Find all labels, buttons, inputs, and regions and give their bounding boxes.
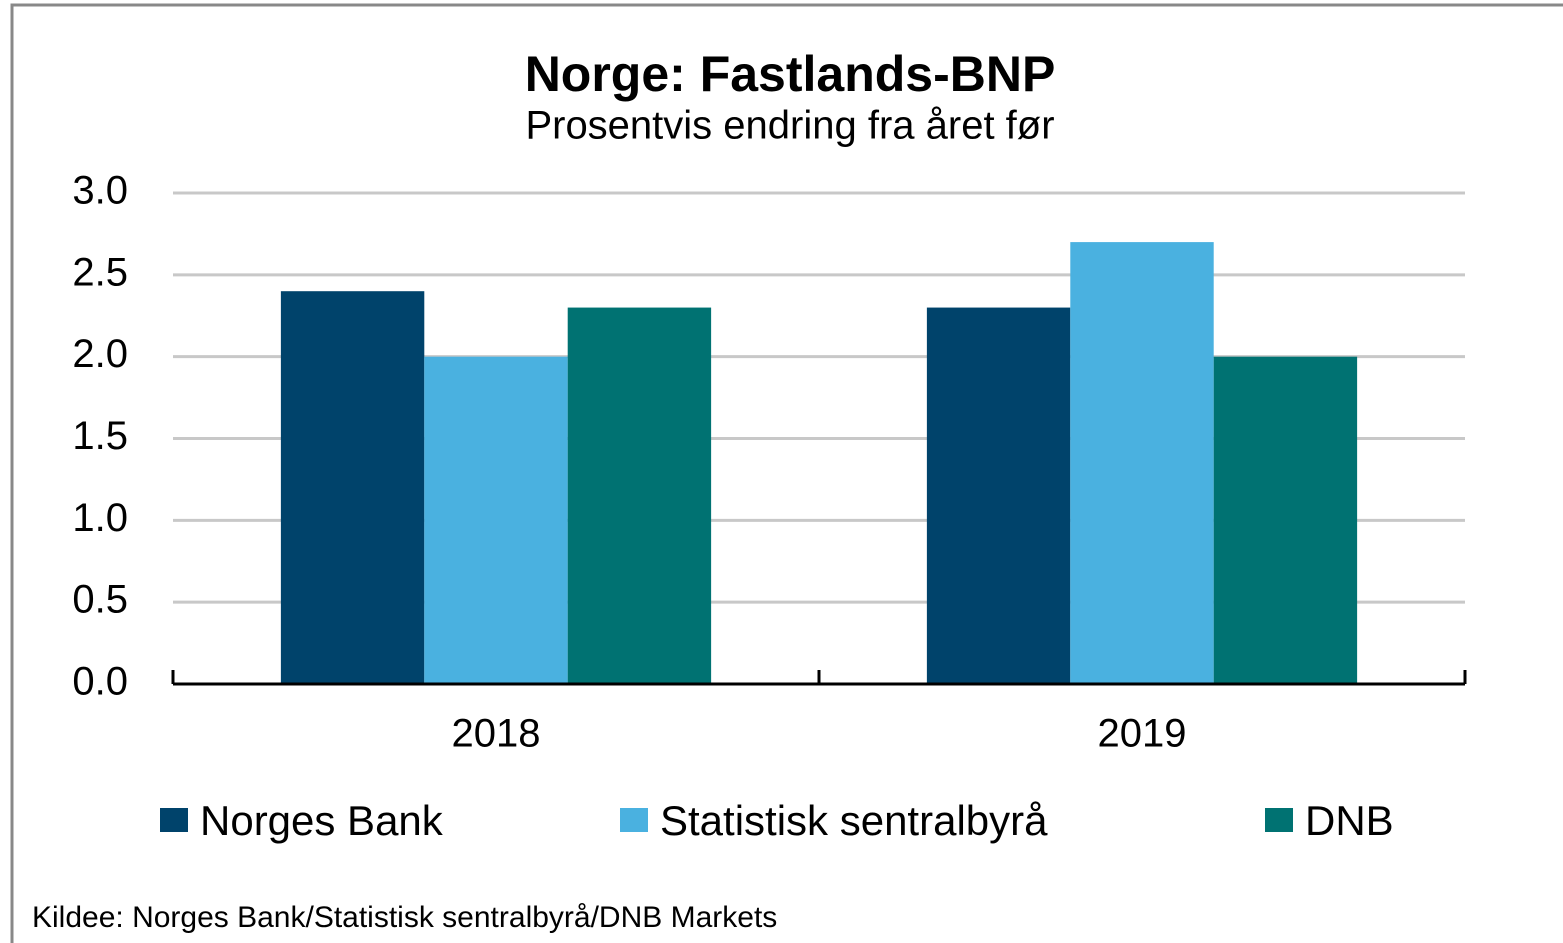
legend-label: Norges Bank xyxy=(200,797,444,844)
y-tick-label: 1.0 xyxy=(72,496,128,540)
bar xyxy=(424,356,568,684)
legend-label: Statistisk sentralbyrå xyxy=(660,797,1048,844)
y-tick-label: 0.0 xyxy=(72,660,128,704)
bar xyxy=(1070,242,1214,684)
x-tick-label: 2018 xyxy=(452,712,541,756)
y-tick-label: 0.5 xyxy=(72,578,128,622)
legend-label: DNB xyxy=(1305,797,1394,844)
legend-swatch xyxy=(620,808,648,832)
y-tick-label: 3.0 xyxy=(72,169,128,213)
bar xyxy=(1213,356,1358,684)
bar xyxy=(567,307,712,684)
source-note: Kildee: Norges Bank/Statistisk sentralby… xyxy=(32,901,777,934)
bar xyxy=(280,291,425,684)
legend-swatch xyxy=(160,808,188,832)
legend-swatch xyxy=(1265,808,1293,832)
y-tick-label: 2.0 xyxy=(72,332,128,376)
y-tick-label: 1.5 xyxy=(72,414,128,458)
chart-subtitle: Prosentvis endring fra året før xyxy=(525,104,1054,148)
chart-title: Norge: Fastlands-BNP xyxy=(525,46,1056,102)
y-tick-label: 2.5 xyxy=(72,250,128,294)
bar xyxy=(926,307,1071,684)
x-tick-label: 2019 xyxy=(1098,712,1187,756)
